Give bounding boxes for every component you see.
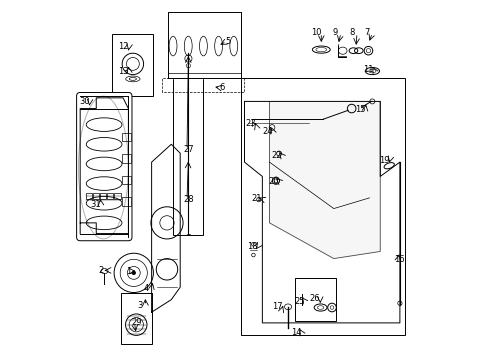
- Text: 17: 17: [271, 302, 282, 311]
- Text: 11: 11: [363, 66, 373, 75]
- Text: 4: 4: [143, 284, 148, 293]
- Text: 9: 9: [332, 28, 338, 37]
- Polygon shape: [167, 12, 241, 78]
- Text: 27: 27: [183, 145, 194, 154]
- Bar: [173, 50, 203, 235]
- Bar: [112, 33, 153, 96]
- Text: 30: 30: [79, 97, 90, 106]
- Text: 1: 1: [125, 267, 131, 276]
- Text: 5: 5: [225, 37, 230, 46]
- Text: 14: 14: [290, 328, 301, 337]
- Bar: [93, 193, 99, 199]
- Text: 12: 12: [118, 42, 129, 51]
- Bar: [85, 193, 92, 199]
- Text: 6: 6: [219, 83, 224, 92]
- Text: 21: 21: [251, 194, 262, 203]
- Text: 18: 18: [247, 242, 258, 251]
- Text: 19: 19: [379, 156, 389, 165]
- Bar: [114, 193, 121, 199]
- Text: 15: 15: [354, 105, 365, 114]
- Text: 28: 28: [183, 195, 194, 204]
- Text: 22: 22: [271, 151, 281, 160]
- Bar: [107, 193, 113, 199]
- Text: 24: 24: [262, 127, 272, 136]
- FancyBboxPatch shape: [77, 93, 132, 241]
- Bar: [122, 154, 131, 163]
- Text: 29: 29: [131, 318, 141, 327]
- Bar: [122, 133, 131, 141]
- Bar: [121, 293, 151, 344]
- Bar: [100, 193, 106, 199]
- Text: 2: 2: [98, 266, 103, 275]
- Text: 7: 7: [364, 28, 369, 37]
- Text: 26: 26: [309, 294, 320, 303]
- Text: 25: 25: [294, 297, 304, 306]
- Bar: [294, 278, 335, 321]
- Text: 10: 10: [310, 28, 321, 37]
- Polygon shape: [269, 102, 380, 258]
- Circle shape: [132, 271, 135, 275]
- Text: 23: 23: [244, 120, 255, 129]
- Text: 8: 8: [348, 28, 354, 37]
- Text: 20: 20: [268, 176, 279, 185]
- Text: 16: 16: [394, 255, 405, 264]
- Bar: [241, 78, 405, 336]
- Text: 3: 3: [137, 301, 142, 310]
- Text: 13: 13: [118, 67, 129, 76]
- Bar: [122, 176, 131, 184]
- Text: 31: 31: [90, 200, 101, 209]
- Bar: [122, 197, 131, 206]
